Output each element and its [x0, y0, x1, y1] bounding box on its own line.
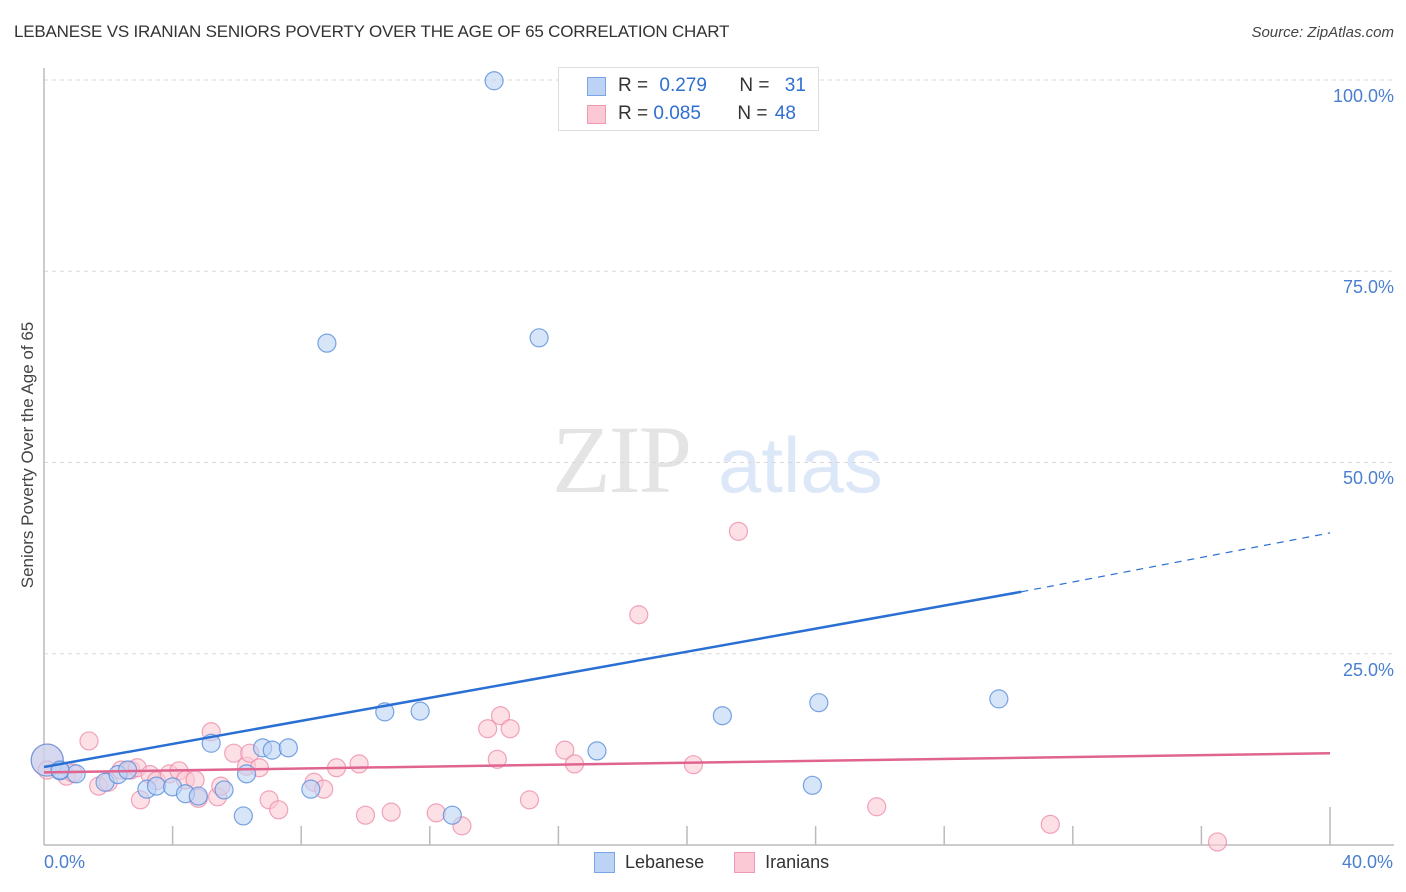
legend-label: Lebanese [625, 852, 705, 872]
data-point[interactable] [500, 719, 520, 739]
data-point[interactable] [1040, 814, 1060, 834]
series-legend: Lebanese Iranians [594, 852, 859, 873]
y-tick-50: 50.0% [1342, 468, 1394, 488]
data-point[interactable] [519, 790, 540, 810]
data-point[interactable] [188, 786, 208, 806]
data-point[interactable] [712, 706, 732, 726]
data-point[interactable] [809, 693, 829, 713]
data-point[interactable] [236, 764, 257, 784]
data-point[interactable] [802, 775, 822, 795]
data-point[interactable] [278, 738, 298, 758]
lebanese-trend-extension [1021, 532, 1331, 593]
data-point[interactable] [269, 800, 289, 820]
data-point[interactable] [442, 805, 462, 825]
data-point[interactable] [426, 803, 446, 823]
data-point[interactable] [66, 764, 86, 784]
data-point[interactable] [381, 802, 401, 822]
data-point[interactable] [233, 806, 253, 826]
lebanese-swatch [587, 76, 606, 96]
data-point[interactable] [349, 754, 369, 774]
data-point[interactable] [484, 71, 504, 91]
iranians-swatch [587, 104, 606, 124]
x-tick-40: 40.0% [1341, 852, 1393, 872]
data-point[interactable] [355, 805, 376, 825]
data-point[interactable] [262, 740, 282, 760]
x-tick-0: 0.0% [44, 852, 86, 872]
data-point[interactable] [487, 749, 507, 769]
r-value: 0.085 [653, 103, 701, 124]
data-point[interactable] [79, 731, 99, 751]
data-point[interactable] [301, 779, 321, 799]
data-point[interactable] [529, 328, 549, 348]
n-value: 48 [774, 103, 796, 124]
data-point[interactable] [989, 689, 1009, 709]
r-value: 0.279 [659, 75, 707, 96]
data-point[interactable] [867, 797, 887, 817]
lebanese-trend-line [43, 590, 1022, 769]
data-point[interactable] [214, 780, 234, 800]
data-point[interactable] [410, 701, 430, 721]
watermark-atlas: atlas [718, 421, 883, 509]
stats-legend: R = 0.279 N = 31 R = 0.085 N = 48 [558, 67, 819, 131]
y-tick-75: 75.0% [1342, 277, 1394, 297]
y-tick-100: 100.0% [1332, 86, 1394, 106]
n-label: N = [737, 103, 768, 124]
stats-row-iranians: R = 0.085 N = 48 [587, 102, 796, 126]
data-point[interactable] [629, 605, 649, 625]
data-point[interactable] [683, 755, 704, 775]
n-value: 31 [784, 75, 806, 96]
n-label: N = [739, 75, 770, 96]
r-label: R = [618, 75, 649, 96]
data-point[interactable] [146, 776, 167, 796]
y-axis-label: Seniors Poverty Over the Age of 65 [18, 321, 37, 589]
data-point[interactable] [478, 719, 498, 739]
iranians-trend-line [43, 751, 1331, 774]
data-point[interactable] [1207, 832, 1228, 852]
data-point[interactable] [555, 740, 575, 760]
data-point[interactable] [728, 521, 749, 541]
legend-label: Iranians [765, 852, 830, 872]
iranians-swatch [734, 852, 756, 873]
source-credit: Source: ZipAtlas.com [1251, 24, 1394, 41]
legend-item-lebanese[interactable]: Lebanese [594, 852, 704, 873]
chart-title: LEBANESE VS IRANIAN SENIORS POVERTY OVER… [14, 22, 730, 41]
stats-row-lebanese: R = 0.279 N = 31 [587, 74, 806, 98]
legend-item-iranians[interactable]: Iranians [734, 852, 829, 873]
data-point[interactable] [317, 333, 337, 353]
r-label: R = [618, 103, 649, 124]
y-tick-25: 25.0% [1342, 660, 1394, 680]
data-point[interactable] [490, 706, 511, 726]
data-point[interactable] [587, 741, 607, 761]
watermark-zip: ZIP [552, 406, 692, 513]
lebanese-swatch [594, 852, 615, 873]
